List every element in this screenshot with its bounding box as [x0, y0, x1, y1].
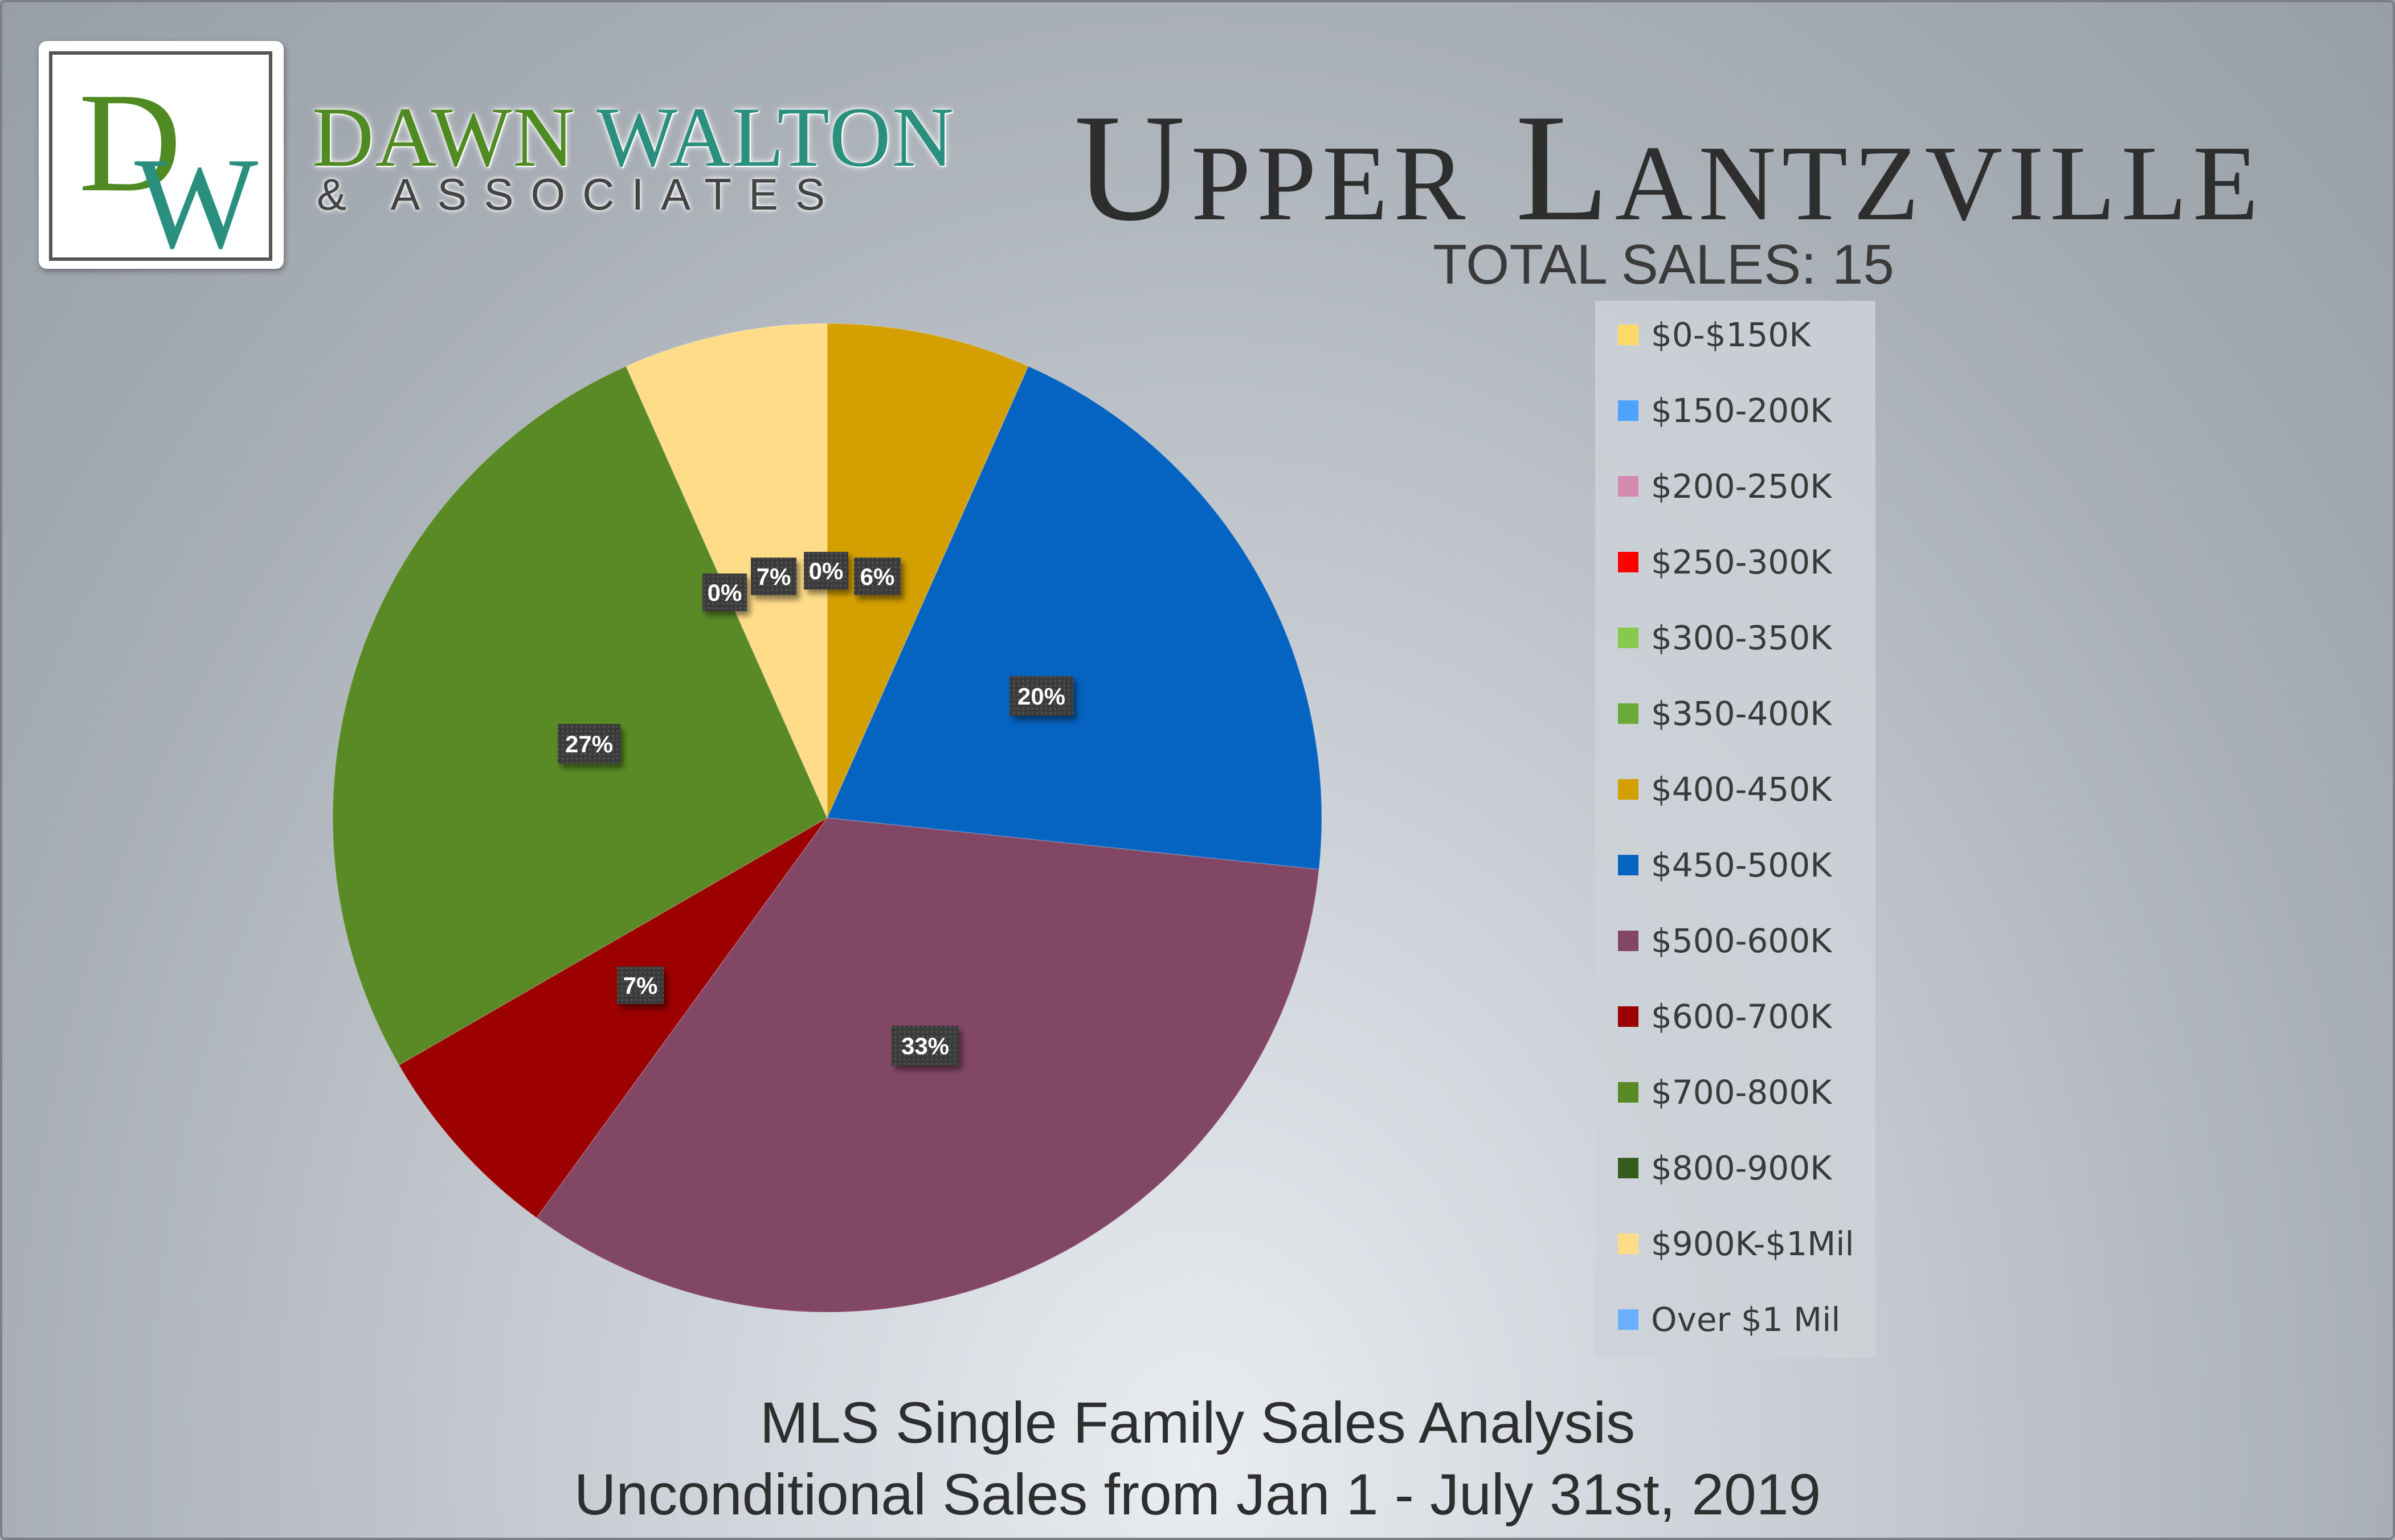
data-label-box [804, 552, 848, 589]
data-label: 33% [892, 1026, 959, 1066]
legend-label: $900K-$1Mil [1651, 1224, 1854, 1263]
brand-subtitle: & ASSOCIATES [317, 169, 843, 219]
chart-legend: $0-$150K $150-200K $200-250K $250-300K $300-… [1595, 301, 1875, 1358]
legend-item: $450-500K [1618, 842, 1832, 888]
legend-swatch [1618, 855, 1638, 875]
logo-letter-w: W [134, 130, 258, 269]
pie-slice-900k-1mil [625, 322, 828, 818]
brand-name: DAWN WALTON [312, 88, 955, 186]
logo-letter-d: D [79, 64, 182, 222]
legend-item: $200-250K [1618, 464, 1832, 509]
data-label-box [892, 1026, 959, 1066]
legend-label: $150-200K [1651, 391, 1832, 430]
data-label-box [702, 574, 747, 611]
data-label: 27% [558, 724, 620, 764]
pie-slice-450-500k [826, 365, 1322, 870]
chart-title: Upper Lantzville [1074, 83, 2265, 253]
legend-label: $0-$150K [1651, 316, 1811, 354]
data-label: 0% [804, 552, 848, 589]
logo-monogram: D W [79, 64, 258, 269]
data-label: 6% [854, 558, 901, 595]
legend-item: $900K-$1Mil [1618, 1221, 1854, 1267]
data-label: 20% [1010, 676, 1073, 716]
data-label-text: 6% [860, 563, 895, 590]
legend-label: $300-350K [1651, 619, 1832, 657]
legend-item: $0-$150K [1618, 312, 1810, 358]
data-label-box [1010, 676, 1073, 716]
legend-item: $700-800K [1618, 1070, 1832, 1115]
legend-swatch [1618, 325, 1638, 345]
data-label-text: 7% [623, 972, 658, 999]
legend-swatch [1618, 552, 1638, 572]
data-label-text: 0% [809, 558, 844, 584]
legend-item: $150-200K [1618, 388, 1832, 433]
total-sales: TOTAL SALES: 15 [1433, 233, 1894, 296]
data-label-text: 0% [708, 579, 742, 606]
legend-label: $800-900K [1651, 1149, 1832, 1187]
legend-swatch [1618, 400, 1638, 421]
legend-label: $400-450K [1651, 770, 1832, 809]
legend-swatch [1618, 1006, 1638, 1027]
data-label-box [854, 558, 901, 595]
legend-label: $500-600K [1651, 921, 1832, 960]
legend-label: $250-300K [1651, 543, 1832, 581]
pie-slice-600-700k [398, 817, 828, 1219]
data-label: 0% [702, 574, 747, 611]
footer-title: MLS Single Family Sales Analysis [759, 1390, 1636, 1455]
footer-subtitle: Unconditional Sales from Jan 1 - July 31… [574, 1462, 1821, 1527]
pie-slice-400-450k [827, 322, 1029, 818]
legend-item: $600-700K [1618, 994, 1832, 1039]
legend-label: $350-400K [1651, 694, 1832, 733]
legend-label: $200-250K [1651, 467, 1832, 506]
legend-label: $450-500K [1651, 846, 1832, 884]
legend-swatch [1618, 1234, 1638, 1254]
legend-label: $600-700K [1651, 997, 1832, 1036]
legend-item: $400-450K [1618, 767, 1832, 812]
brand-name-part2: WALTON [596, 90, 955, 185]
legend-swatch [1618, 931, 1638, 951]
legend-item: $350-400K [1618, 691, 1832, 736]
legend-item: $500-600K [1618, 918, 1832, 964]
data-label-text: 33% [901, 1033, 949, 1059]
data-label-text: 7% [757, 563, 791, 590]
data-label-text: 20% [1017, 683, 1065, 710]
data-label-box [751, 558, 796, 595]
data-label-box [558, 724, 620, 764]
legend-swatch [1618, 1158, 1638, 1178]
legend-label: Over $1 Mil [1651, 1300, 1841, 1339]
legend-swatch [1618, 476, 1638, 497]
legend-item: $800-900K [1618, 1145, 1832, 1191]
data-label-text: 27% [565, 731, 613, 757]
legend-swatch [1618, 1082, 1638, 1103]
logo: D W [39, 41, 284, 269]
legend-item: $250-300K [1618, 539, 1832, 585]
legend-label: $700-800K [1651, 1073, 1832, 1112]
brand-name-part1: DAWN [312, 90, 576, 185]
data-label: 7% [751, 558, 796, 595]
legend-swatch [1618, 779, 1638, 800]
data-label: 7% [617, 966, 664, 1004]
legend-swatch [1618, 703, 1638, 724]
pie-slice-700-800k [332, 365, 828, 1066]
legend-item: Over $1 Mil [1618, 1297, 1840, 1342]
data-label-box [617, 966, 664, 1004]
logo-border [49, 51, 272, 261]
legend-swatch [1618, 628, 1638, 648]
legend-swatch [1618, 1309, 1638, 1330]
legend-item: $300-350K [1618, 615, 1832, 661]
